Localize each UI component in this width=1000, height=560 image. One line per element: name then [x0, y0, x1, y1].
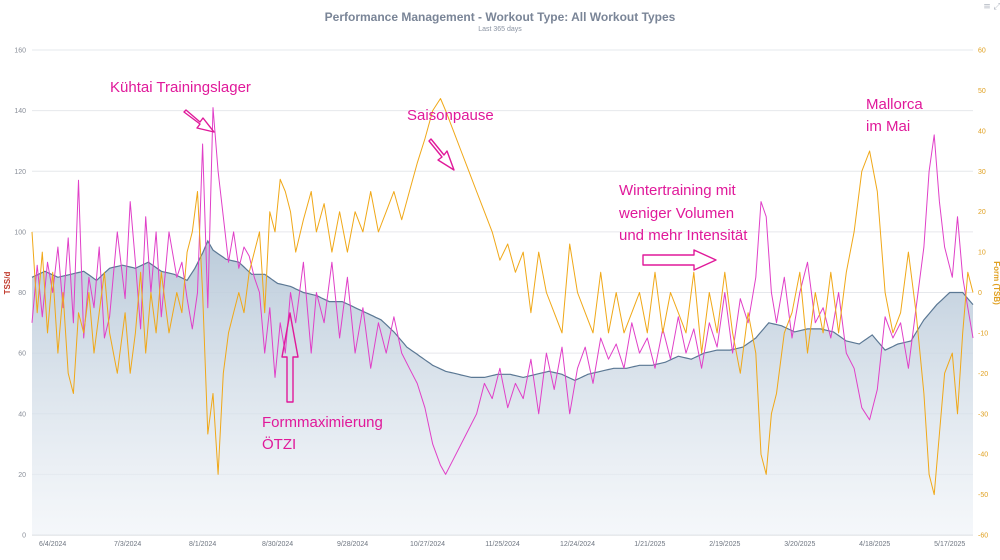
- x-tick-label: 8/1/2024: [189, 541, 216, 548]
- fitness-line: [31, 239, 974, 382]
- annotation-saisonpause: Saisonpause: [407, 107, 494, 124]
- fitness-area-fill: [32, 241, 973, 535]
- annotation-kuehtai: Kühtai Trainingslager: [110, 79, 251, 96]
- y-right-tick-label: -60: [978, 533, 988, 540]
- y-right-tick-label: 40: [978, 128, 986, 135]
- y-right-tick-label: -10: [978, 330, 988, 337]
- chart-title: Performance Management - Workout Type: A…: [325, 10, 676, 24]
- y-right-tick-label: 0: [978, 290, 982, 297]
- y-right-tick-label: -40: [978, 452, 988, 459]
- menu-icon[interactable]: ≡: [983, 2, 991, 12]
- y-right-tick-label: 60: [978, 48, 986, 55]
- expand-icon[interactable]: ⤢: [993, 2, 1000, 12]
- y-right-tick-label: -20: [978, 371, 988, 378]
- chart-subtitle: Last 365 days: [478, 26, 522, 33]
- fatigue-line-path: [31, 107, 974, 475]
- annotation-winter-2: weniger Volumen: [618, 205, 734, 222]
- x-tick-label: 5/17/2025: [934, 541, 965, 548]
- arrow-winter: [642, 249, 717, 271]
- x-tick-label: 11/25/2024: [485, 541, 520, 548]
- annotations: Kühtai Trainingslager Saisonpause Mallor…: [110, 79, 923, 453]
- fatigue-line: [31, 107, 974, 475]
- y-left-tick-label: 0: [22, 533, 26, 540]
- y-axis-left-ticks: 0 20 40 60 80 100 120 140 160: [14, 48, 26, 540]
- y-right-tick-label: 10: [978, 250, 986, 257]
- x-tick-label: 8/30/2024: [262, 541, 293, 548]
- y-right-tick-label: -30: [978, 411, 988, 418]
- x-tick-label: 3/20/2025: [784, 541, 815, 548]
- x-tick-label: 6/4/2024: [39, 541, 66, 548]
- y-axis-right-label: Form (TSB): [992, 261, 1000, 305]
- y-right-tick-label: 30: [978, 169, 986, 176]
- y-left-tick-label: 40: [18, 411, 26, 418]
- y-left-tick-label: 100: [14, 229, 26, 236]
- x-tick-label: 7/3/2024: [114, 541, 141, 548]
- x-axis-ticks: 6/4/2024 7/3/2024 8/1/2024 8/30/2024 9/28/20…: [39, 541, 965, 548]
- y-axis-left-label: TSS/d: [3, 272, 12, 295]
- arrow-saisonpause: [428, 138, 455, 171]
- annotation-formmax: Formmaximierung: [262, 414, 383, 431]
- x-tick-label: 4/18/2025: [859, 541, 890, 548]
- x-tick-label: 2/19/2025: [709, 541, 740, 548]
- y-left-tick-label: 20: [18, 472, 26, 479]
- annotation-mallorca: Mallorca: [866, 96, 923, 113]
- form-line-path: [31, 98, 974, 496]
- annotation-winter-1: Wintertraining mit: [619, 182, 737, 199]
- arrow-formmax: [281, 312, 299, 403]
- x-tick-label: 12/24/2024: [560, 541, 595, 548]
- y-left-tick-label: 140: [14, 108, 26, 115]
- x-tick-label: 1/21/2025: [634, 541, 665, 548]
- form-line: [31, 98, 974, 496]
- annotation-im-mai: im Mai: [866, 118, 910, 135]
- x-tick-label: 10/27/2024: [410, 541, 445, 548]
- annotation-oetzi: ÖTZI: [262, 435, 296, 453]
- x-tick-label: 9/28/2024: [337, 541, 368, 548]
- y-left-tick-label: 120: [14, 169, 26, 176]
- arrow-kuehtai: [183, 109, 215, 133]
- y-right-tick-label: -50: [978, 492, 988, 499]
- y-right-tick-label: 20: [978, 209, 986, 216]
- y-right-tick-label: 50: [978, 88, 986, 95]
- fitness-area: [31, 239, 974, 535]
- y-axis-right-ticks: -60 -50 -40 -30 -20 -10 0 10 20 30 40 50 60: [978, 48, 988, 540]
- annotation-winter-3: und mehr Intensität: [619, 227, 748, 244]
- y-left-tick-label: 160: [14, 48, 26, 55]
- y-left-tick-label: 60: [18, 351, 26, 358]
- y-left-tick-label: 80: [18, 290, 26, 297]
